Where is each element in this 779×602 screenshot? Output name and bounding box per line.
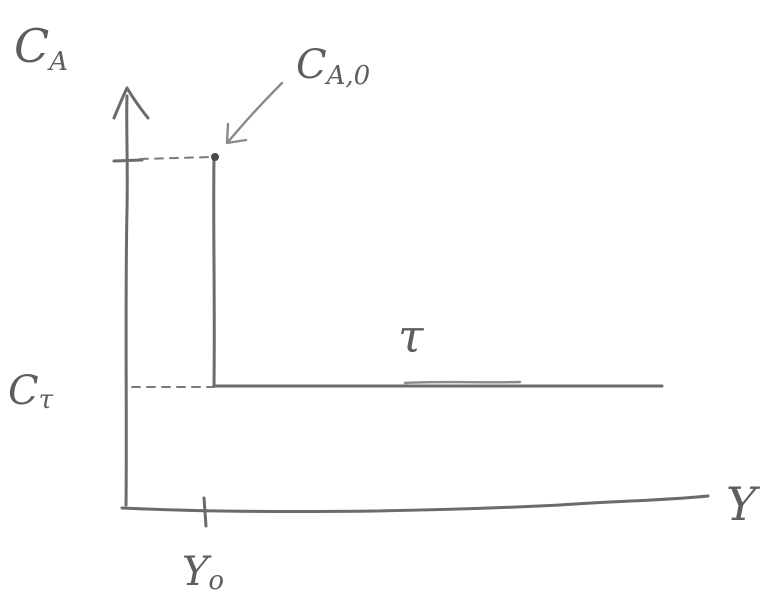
tau-level-subscript: τ: [39, 385, 54, 415]
pointer-head: [225, 122, 248, 145]
x-tick: [202, 496, 208, 528]
curve-label: τ: [398, 309, 425, 363]
y-axis-subscript: A: [47, 47, 68, 77]
x-tick-subscript: o: [208, 566, 224, 596]
y-tick: [112, 158, 144, 163]
vertical-axis: [124, 94, 129, 507]
point-subscript: A,0: [325, 61, 371, 91]
y-axis-label: CA: [14, 19, 68, 77]
x-axis-label: Y: [726, 477, 761, 531]
chevron-up-icon: [112, 86, 150, 120]
point-label: CA,0: [296, 42, 370, 91]
horizontal-axis: [120, 494, 710, 514]
profile-drop: [212, 156, 216, 388]
tau-level-label: Cτ: [8, 368, 54, 415]
profile-plateau-shade: [403, 380, 522, 385]
guide-line-top: [139, 156, 213, 160]
point-marker: [211, 153, 219, 161]
x-tick-label: Yo: [182, 549, 224, 596]
arrow-down-left-icon: [226, 81, 284, 144]
